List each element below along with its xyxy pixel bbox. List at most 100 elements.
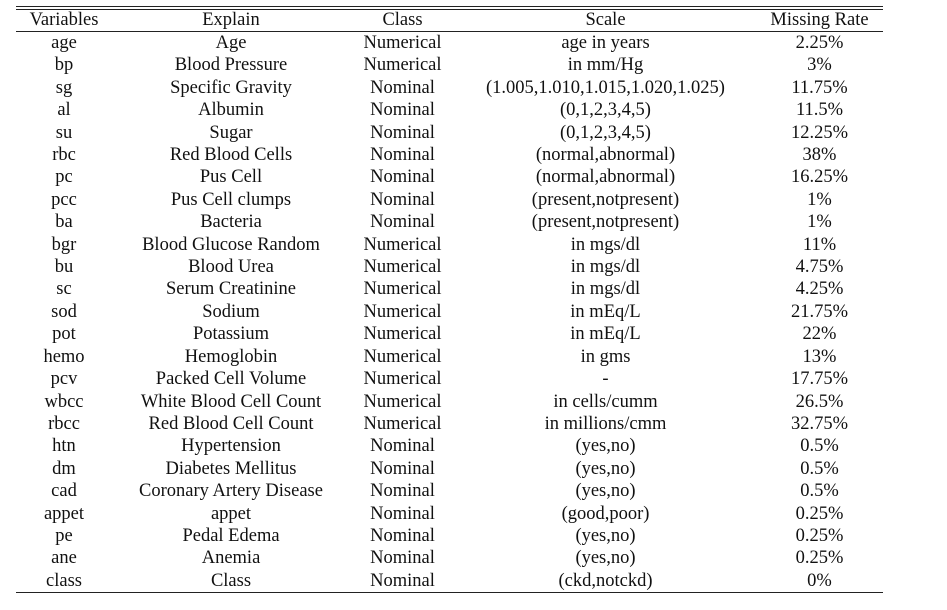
cell-explain: Sugar — [209, 122, 253, 143]
cell-missing-rate: 0.25% — [795, 548, 844, 569]
cell-variable: sc — [56, 279, 72, 300]
cell-variable: wbcc — [44, 391, 84, 412]
cell-scale: age in years — [561, 33, 650, 53]
header-variables: Variables — [29, 10, 99, 30]
header-rule — [16, 31, 883, 32]
cell-scale: in mgs/dl — [570, 257, 641, 278]
table-row: bu Blood Urea Numerical in mgs/dl 4.75% — [16, 256, 883, 278]
cell-missing-rate: 13% — [802, 346, 837, 367]
cell-explain: Potassium — [192, 324, 270, 345]
cell-class: Nominal — [370, 570, 435, 591]
cell-variable: dm — [52, 458, 76, 479]
cell-explain: White Blood Cell Count — [140, 391, 322, 412]
cell-class: Numerical — [363, 324, 442, 345]
table-row: hemo Hemoglobin Numerical in gms 13% — [16, 346, 883, 368]
cell-class: Nominal — [370, 481, 435, 502]
top-rule — [16, 6, 883, 10]
table-row: rbc Red Blood Cells Nominal (normal,abnorma… — [16, 144, 883, 166]
cell-class: Nominal — [370, 122, 435, 143]
cell-explain: Blood Glucose Random — [142, 234, 320, 255]
cell-class: Nominal — [370, 525, 435, 546]
variables-table: Variables Explain Class Scale Missing Ra… — [16, 6, 883, 594]
cell-class: Nominal — [370, 77, 435, 98]
cell-variable: bp — [54, 55, 74, 76]
cell-variable: al — [57, 100, 71, 121]
table-row: cad Coronary Artery Disease Nominal (yes,no… — [16, 480, 883, 502]
cell-variable: pc — [55, 167, 73, 188]
table-row: su Sugar Nominal (0,1,2,3,4,5) 12.25% — [16, 122, 883, 144]
cell-missing-rate: 0% — [807, 570, 832, 591]
cell-class: Nominal — [370, 145, 435, 166]
cell-scale: in mgs/dl — [570, 279, 641, 300]
cell-variable: pcc — [51, 189, 77, 210]
table-row: sg Specific Gravity Nominal (1.005,1.010,1.… — [16, 77, 883, 99]
cell-scale: (yes,no) — [575, 481, 636, 502]
cell-missing-rate: 21.75% — [790, 301, 849, 322]
cell-variable: pot — [52, 324, 76, 345]
cell-explain: Albumin — [198, 100, 264, 121]
cell-missing-rate: 11% — [802, 234, 837, 255]
cell-scale: in cells/cumm — [553, 391, 658, 412]
cell-class: Numerical — [363, 346, 442, 367]
cell-missing-rate: 4.25% — [795, 279, 844, 300]
cell-scale: (1.005,1.010,1.015,1.020,1.025) — [486, 77, 725, 98]
cell-explain: Bacteria — [200, 212, 262, 233]
cell-class: Nominal — [370, 100, 435, 121]
cell-explain: Coronary Artery Disease — [139, 481, 323, 502]
cell-variable: rbcc — [48, 413, 80, 434]
cell-class: Numerical — [363, 234, 442, 255]
bottom-rule — [16, 592, 883, 594]
table: Variables Explain Class Scale Missing Ra… — [16, 10, 883, 31]
cell-explain: Pus Cell — [199, 167, 263, 188]
cell-variable: hemo — [43, 346, 85, 367]
cell-missing-rate: 17.75% — [790, 369, 849, 390]
cell-class: Nominal — [370, 189, 435, 210]
cell-scale: (yes,no) — [575, 548, 636, 569]
table-row: ane Anemia Nominal (yes,no) 0.25% — [16, 547, 883, 569]
cell-explain: Serum Creatinine — [166, 279, 296, 300]
cell-class: Numerical — [363, 413, 442, 434]
cell-missing-rate: 4.75% — [795, 257, 844, 278]
cell-variable: class — [46, 570, 82, 591]
cell-class: Numerical — [363, 257, 442, 278]
cell-variable: ane — [51, 548, 77, 569]
cell-scale: in mEq/L — [570, 301, 641, 322]
table-row: dm Diabetes Mellitus Nominal (yes,no) 0.5% — [16, 458, 883, 480]
cell-variable: sg — [55, 77, 73, 98]
table-row: sc Serum Creatinine Numerical in mgs/dl 4.25… — [16, 278, 883, 300]
table-row: rbcc Red Blood Cell Count Numerical in mill… — [16, 413, 883, 435]
header-class: Class — [382, 10, 423, 30]
cell-explain: Packed Cell Volume — [155, 369, 307, 390]
cell-scale: in mgs/dl — [570, 234, 641, 255]
cell-missing-rate: 32.75% — [790, 413, 849, 434]
table-row: ba Bacteria Nominal (present,notpresent) 1% — [16, 211, 883, 233]
cell-variable: age — [51, 33, 77, 53]
cell-missing-rate: 2.25% — [795, 33, 844, 53]
cell-class: Numerical — [363, 33, 442, 53]
table-row: pc Pus Cell Nominal (normal,abnormal) 16.25% — [16, 166, 883, 188]
cell-explain: Red Blood Cell Count — [148, 413, 314, 434]
cell-scale: (yes,no) — [575, 436, 636, 457]
cell-explain: Diabetes Mellitus — [165, 458, 297, 479]
cell-missing-rate: 0.25% — [795, 503, 844, 524]
cell-variable: su — [55, 122, 73, 143]
cell-variable: bu — [54, 257, 74, 278]
cell-missing-rate: 12.25% — [790, 122, 849, 143]
cell-missing-rate: 0.5% — [800, 481, 839, 502]
table-row: class Class Nominal (ckd,notckd) 0% — [16, 570, 883, 592]
cell-variable: appet — [43, 503, 85, 524]
table-row: pe Pedal Edema Nominal (yes,no) 0.25% — [16, 525, 883, 547]
cell-missing-rate: 0.25% — [795, 525, 844, 546]
cell-explain: Hemoglobin — [184, 346, 278, 367]
table-row: sod Sodium Numerical in mEq/L 21.75% — [16, 301, 883, 323]
cell-variable: htn — [52, 436, 76, 457]
cell-variable: rbc — [52, 145, 76, 166]
cell-class: Numerical — [363, 301, 442, 322]
cell-class: Nominal — [370, 503, 435, 524]
cell-class: Nominal — [370, 436, 435, 457]
cell-class: Numerical — [363, 391, 442, 412]
cell-scale: (yes,no) — [575, 458, 636, 479]
table-row: pcc Pus Cell clumps Nominal (present,notpre… — [16, 189, 883, 211]
cell-scale: in gms — [580, 346, 631, 367]
table-body: age Age Numerical age in years 2.25% bp Blood … — [16, 32, 883, 592]
